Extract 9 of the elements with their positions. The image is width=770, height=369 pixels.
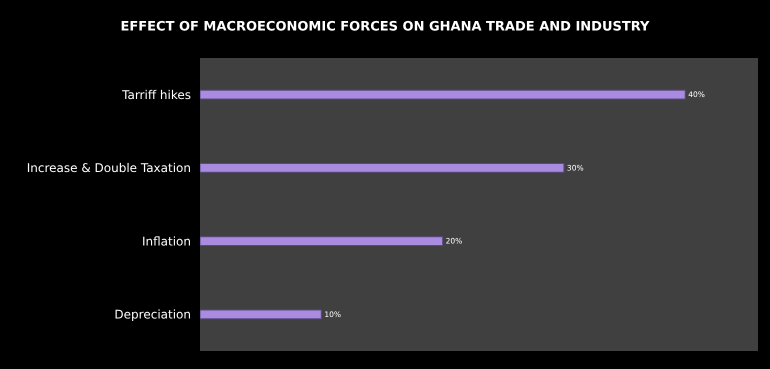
chart-title: EFFECT OF MACROECONOMIC FORCES ON GHANA TRADE AND INDUSTRY: [120, 19, 650, 34]
bar: [200, 309, 322, 320]
y-tick-label: Increase & Double Taxation: [26, 161, 191, 176]
y-tick-label: Depreciation: [114, 308, 191, 322]
y-tick-label: Tarriff hikes: [121, 88, 191, 102]
bar: [200, 162, 564, 173]
bar: [200, 236, 444, 246]
bar: [200, 90, 686, 100]
y-tick-label: Inflation: [142, 234, 191, 248]
